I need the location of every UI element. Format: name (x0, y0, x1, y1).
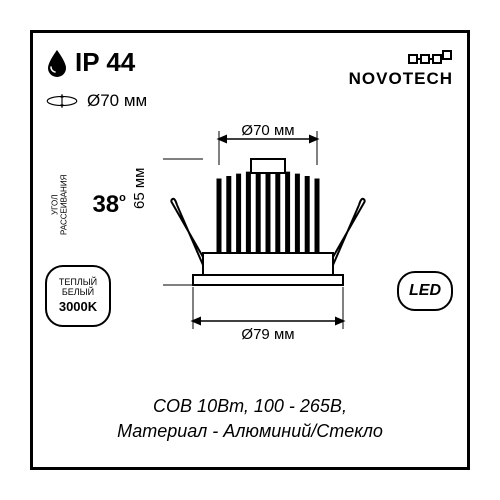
cutout-row: Ø70 мм (45, 91, 147, 111)
side-badges: УГОЛ РАССЕИВАНИЯ 38 o ТЕПЛЫЙ БЕЛЫЙ 3000K (45, 165, 111, 327)
ip-rating-text: IP 44 (75, 47, 135, 78)
dim-top-label: Ø70 мм (241, 125, 294, 139)
angle-line1: УГОЛ (50, 195, 59, 215)
droplet-icon (45, 48, 69, 78)
led-badge: LED (397, 271, 453, 311)
spec-frame: IP 44 Ø70 мм NOVOTECH (30, 30, 470, 470)
angle-degree: o (119, 192, 126, 204)
angle-value: 38 (92, 192, 119, 218)
brand-logo: NOVOTECH (349, 49, 453, 89)
cutout-icon (45, 92, 79, 110)
luminaire-drawing: Ø70 мм Ø79 мм (163, 125, 373, 355)
spec-line2: Материал - Алюминий/Стекло (33, 419, 467, 443)
warm-line2: БЕЛЫЙ (62, 288, 94, 298)
led-text: LED (409, 282, 441, 300)
spec-text: COB 10Вт, 100 - 265В, Материал - Алюмини… (33, 394, 467, 443)
dim-bottom-label: Ø79 мм (241, 326, 294, 343)
color-temp-badge: ТЕПЛЫЙ БЕЛЫЙ 3000K (45, 265, 111, 327)
ip-rating-row: IP 44 (45, 47, 135, 78)
spec-line1: COB 10Вт, 100 - 265В, (33, 394, 467, 418)
angle-line2: РАССЕИВАНИЯ (59, 175, 68, 235)
cutout-diameter-label: Ø70 мм (87, 91, 147, 111)
dim-height-label: 65 мм (131, 168, 148, 209)
beam-angle-badge: УГОЛ РАССЕИВАНИЯ 38 o (45, 165, 111, 245)
warm-value: 3000K (59, 300, 97, 314)
brand-logo-text: NOVOTECH (349, 69, 453, 89)
logo-mark-icon (407, 49, 453, 69)
